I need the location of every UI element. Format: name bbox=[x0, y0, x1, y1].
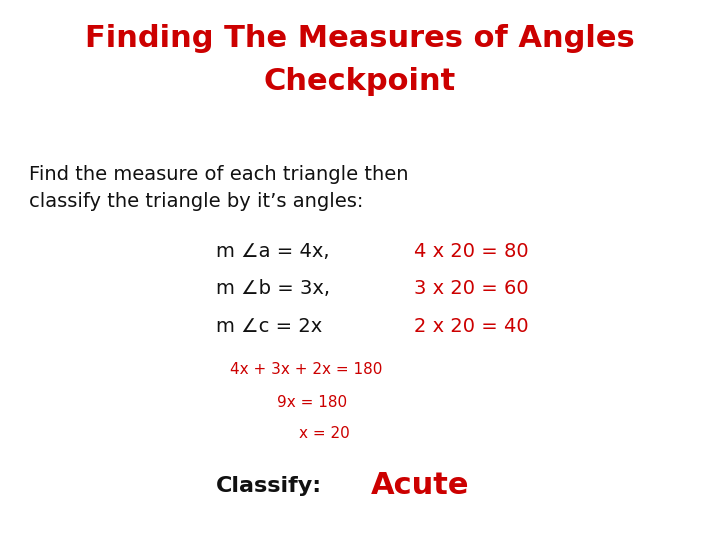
Text: x = 20: x = 20 bbox=[299, 426, 349, 441]
Text: 4 x 20 = 80: 4 x 20 = 80 bbox=[414, 241, 528, 261]
Text: Find the measure of each triangle then: Find the measure of each triangle then bbox=[29, 165, 408, 184]
Text: 4x + 3x + 2x = 180: 4x + 3x + 2x = 180 bbox=[230, 362, 383, 377]
Text: m ∠c = 2x: m ∠c = 2x bbox=[216, 317, 323, 336]
Text: Classify:: Classify: bbox=[216, 476, 322, 496]
Text: m ∠a = 4x,: m ∠a = 4x, bbox=[216, 241, 330, 261]
Text: 2 x 20 = 40: 2 x 20 = 40 bbox=[414, 317, 528, 336]
Text: classify the triangle by it’s angles:: classify the triangle by it’s angles: bbox=[29, 192, 363, 211]
Text: Checkpoint: Checkpoint bbox=[264, 68, 456, 97]
Text: 3 x 20 = 60: 3 x 20 = 60 bbox=[414, 279, 528, 299]
Text: m ∠b = 3x,: m ∠b = 3x, bbox=[216, 279, 330, 299]
Text: Acute: Acute bbox=[371, 471, 469, 501]
Text: 9x = 180: 9x = 180 bbox=[277, 395, 347, 410]
Text: Finding The Measures of Angles: Finding The Measures of Angles bbox=[85, 24, 635, 53]
